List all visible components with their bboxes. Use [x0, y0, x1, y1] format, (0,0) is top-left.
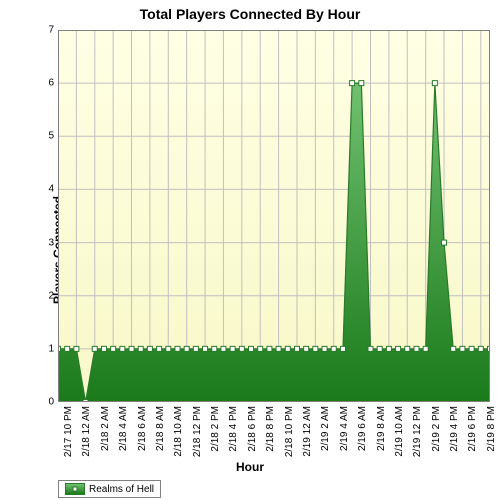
x-axis-label: Hour — [0, 460, 500, 474]
x-tick-label: 2/18 8 PM — [265, 406, 276, 452]
legend-label: Realms of Hell — [89, 484, 154, 495]
y-tick-label: 7 — [34, 25, 54, 36]
x-tick-label: 2/19 12 PM — [412, 406, 423, 457]
x-tick-label: 2/19 4 AM — [339, 406, 350, 451]
x-tick-label: 2/19 8 AM — [376, 406, 387, 451]
x-tick-label: 2/19 2 AM — [320, 406, 331, 451]
x-tick-label: 2/18 2 AM — [100, 406, 111, 451]
x-tick-label: 2/17 10 PM — [63, 406, 74, 457]
chart-root: Total Players Connected By Hour Players … — [0, 0, 500, 500]
x-tick-label: 2/19 8 PM — [486, 406, 497, 452]
x-tick-label: 2/19 4 PM — [449, 406, 460, 452]
x-tick-label: 2/18 12 PM — [192, 406, 203, 457]
y-tick-label: 5 — [34, 131, 54, 142]
legend-swatch — [65, 483, 85, 495]
x-tick-label: 2/19 6 PM — [467, 406, 478, 452]
y-tick-label: 2 — [34, 290, 54, 301]
y-tick-label: 4 — [34, 184, 54, 195]
x-tick-label: 2/18 6 PM — [247, 406, 258, 452]
x-tick-label: 2/18 4 AM — [118, 406, 129, 451]
y-tick-label: 0 — [34, 397, 54, 408]
x-tick-label: 2/19 12 AM — [302, 406, 313, 457]
x-tick-label: 2/19 2 PM — [431, 406, 442, 452]
plot-border — [58, 30, 490, 402]
x-tick-label: 2/19 6 AM — [357, 406, 368, 451]
x-tick-label: 2/18 2 PM — [210, 406, 221, 452]
x-tick-label: 2/18 6 AM — [137, 406, 148, 451]
legend: Realms of Hell — [58, 480, 161, 498]
y-tick-label: 3 — [34, 237, 54, 248]
legend-marker-icon — [73, 487, 78, 492]
x-tick-label: 2/18 10 PM — [284, 406, 295, 457]
chart-title: Total Players Connected By Hour — [0, 6, 500, 22]
x-tick-label: 2/18 4 PM — [228, 406, 239, 452]
x-tick-label: 2/18 12 AM — [81, 406, 92, 457]
x-tick-label: 2/19 10 AM — [394, 406, 405, 457]
x-tick-label: 2/18 10 AM — [173, 406, 184, 457]
y-tick-label: 1 — [34, 343, 54, 354]
plot-area — [58, 30, 490, 402]
y-tick-label: 6 — [34, 78, 54, 89]
x-tick-label: 2/18 8 AM — [155, 406, 166, 451]
